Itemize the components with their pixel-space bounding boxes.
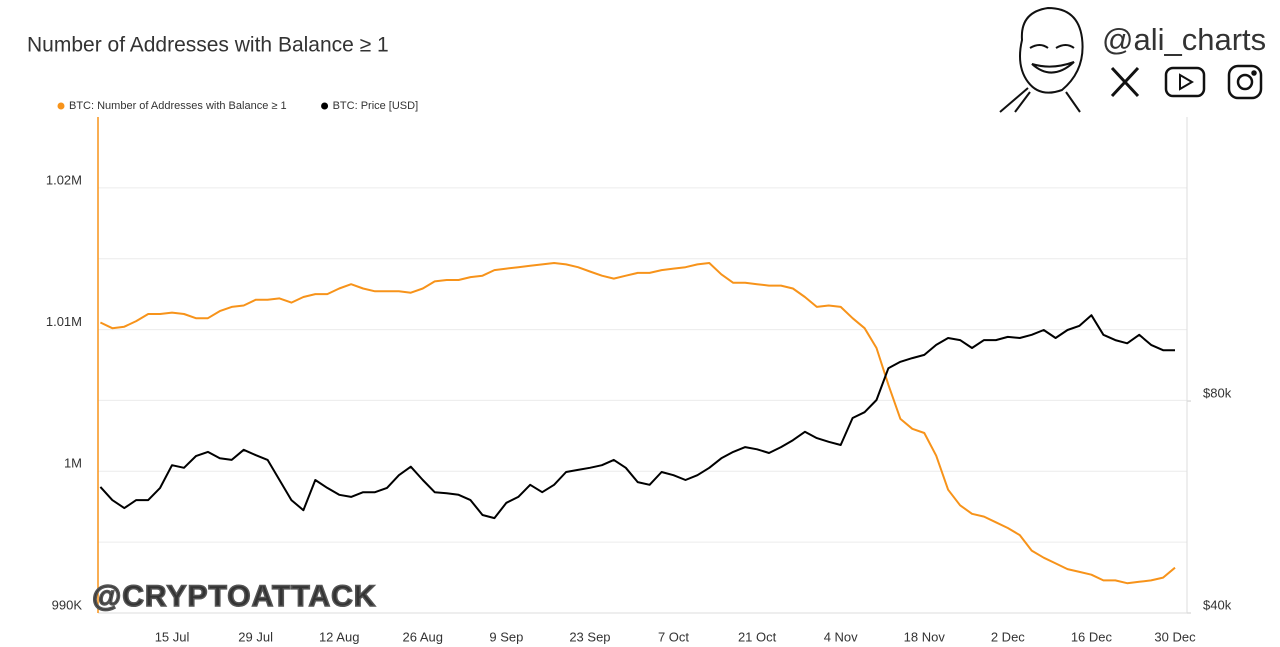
plot-area: 990K 1M 1.01M 1.02M $40k $80k 15 Jul 29 Jul 12 A…	[46, 117, 1232, 644]
x-tick-label: 21 Oct	[738, 629, 777, 644]
y2-tick-label: $80k	[1203, 385, 1232, 400]
x-icon	[1110, 66, 1140, 98]
x-tick-label: 9 Sep	[489, 629, 523, 644]
legend: BTC: Number of Addresses with Balance ≥ …	[57, 100, 419, 112]
x-tick-label: 12 Aug	[319, 629, 360, 644]
handle: @ali_charts	[1102, 22, 1266, 57]
y-tick-label: 1.02M	[46, 172, 82, 187]
x-tick-label: 30 Dec	[1154, 629, 1196, 644]
x-tick-label: 7 Oct	[658, 629, 689, 644]
x-tick-label: 4 Nov	[824, 629, 858, 644]
x-tick-label: 16 Dec	[1071, 629, 1113, 644]
chart-title: Number of Addresses with Balance ≥ 1	[27, 34, 389, 57]
legend-label: BTC: Number of Addresses with Balance ≥ …	[69, 100, 287, 112]
youtube-icon	[1164, 66, 1206, 98]
x-tick-label: 2 Dec	[991, 629, 1025, 644]
legend-marker	[57, 102, 65, 110]
legend-label: BTC: Price [USD]	[333, 100, 419, 112]
x-tick-label: 15 Jul	[155, 629, 190, 644]
x-tick-label: 23 Sep	[569, 629, 610, 644]
x-tick-label: 18 Nov	[904, 629, 946, 644]
y-tick-label: 990K	[52, 597, 83, 612]
x-tick-label: 29 Jul	[238, 629, 273, 644]
legend-marker	[321, 102, 329, 110]
y-tick-label: 1M	[64, 456, 82, 471]
series-line	[99, 314, 1175, 520]
watermark: @CRYPTOATTACK	[92, 580, 376, 613]
x-tick-label: 26 Aug	[403, 629, 444, 644]
y2-tick-label: $40k	[1203, 597, 1232, 612]
instagram-icon	[1227, 64, 1263, 100]
avatar	[999, 6, 1084, 113]
y-tick-label: 1.01M	[46, 314, 82, 329]
series-line	[99, 262, 1176, 585]
